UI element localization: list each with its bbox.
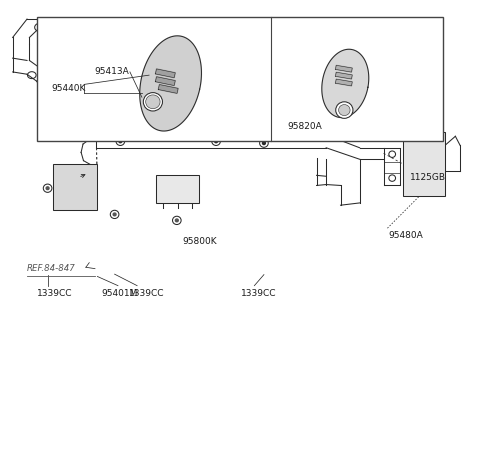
Circle shape [336,102,353,118]
Text: 1339CC: 1339CC [129,289,165,298]
Circle shape [175,219,178,222]
Text: 95800K: 95800K [182,237,217,247]
Bar [53,164,97,210]
Text: 1339CC: 1339CC [241,289,277,298]
Text: 1339CC: 1339CC [36,289,72,298]
Polygon shape [158,84,178,93]
Text: 95440K: 95440K [51,83,85,93]
Text: 95413A: 95413A [94,67,129,77]
Polygon shape [156,77,175,85]
Text: 95480A: 95480A [388,230,423,240]
Text: 1125GB: 1125GB [410,173,446,182]
Polygon shape [322,49,369,118]
Circle shape [146,95,160,109]
Polygon shape [140,36,202,131]
Polygon shape [336,79,352,86]
Bar [403,132,445,196]
Circle shape [215,140,217,143]
Bar [156,175,199,203]
Circle shape [144,93,162,111]
Polygon shape [156,69,175,78]
Circle shape [119,140,122,143]
Circle shape [46,187,49,189]
Polygon shape [336,65,352,72]
Circle shape [263,142,265,145]
Polygon shape [336,72,352,79]
Circle shape [113,213,116,216]
Bar [36,17,444,141]
Circle shape [338,105,350,116]
Text: 95820A: 95820A [288,122,323,131]
Text: 95401M: 95401M [101,289,138,298]
Text: REF.84-847: REF.84-847 [27,264,76,273]
